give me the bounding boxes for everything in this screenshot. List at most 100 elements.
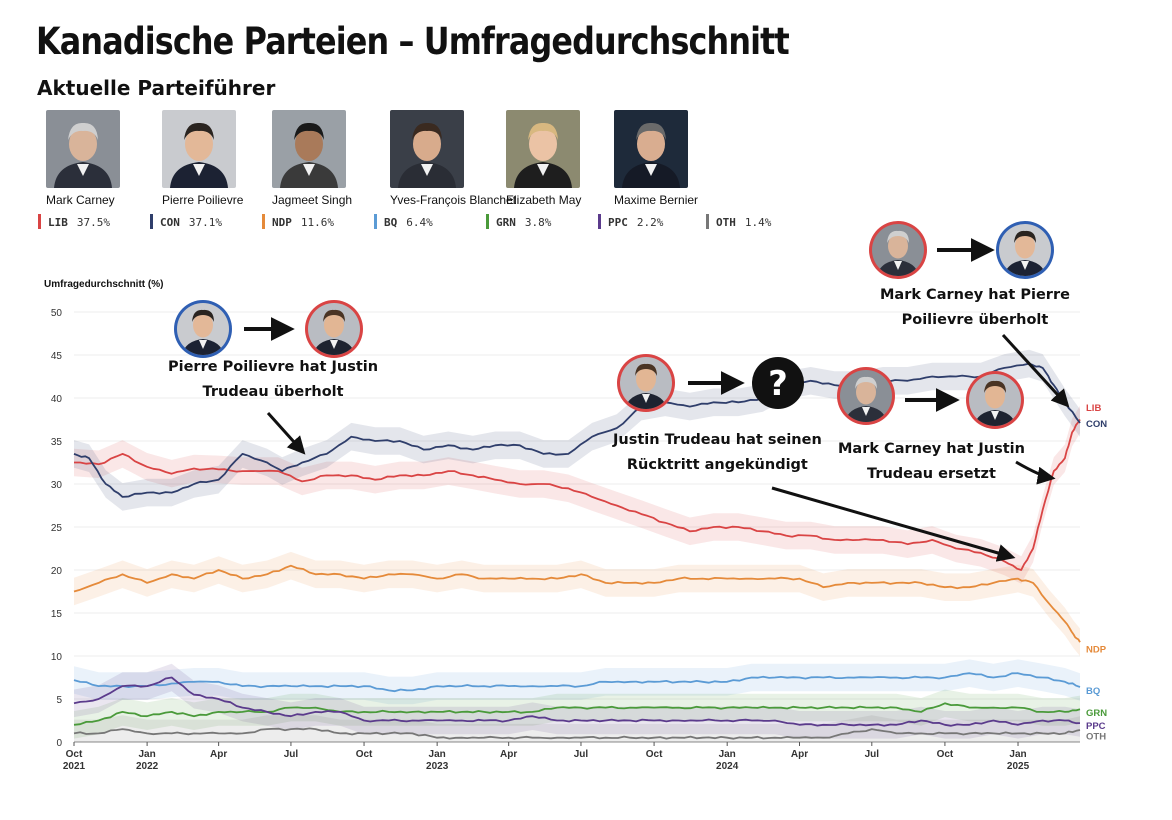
leader-card: Pierre Poilievre: [152, 110, 272, 207]
x-tick-label: Apr: [210, 749, 227, 760]
legend-swatch: [150, 214, 153, 229]
annotation-arrows: [244, 238, 1070, 562]
band-oth: [74, 715, 1080, 742]
arrow-to-lib-con-crossover: [1001, 333, 1070, 408]
leader-photo: [614, 110, 688, 188]
trudeau-portrait: [966, 371, 1024, 429]
x-tick-label: Jul: [865, 749, 880, 760]
legend-item-bq: BQ 6.4%: [374, 214, 433, 229]
band-grn: [74, 689, 1080, 739]
question-mark-text: ?: [768, 364, 788, 404]
x-tick-label: Apr: [500, 749, 517, 760]
y-tick-label: 30: [51, 480, 63, 491]
band-con: [74, 349, 1080, 511]
y-tick-label: 15: [51, 609, 63, 620]
legend-swatch: [38, 214, 41, 229]
legend-code: GRN: [496, 216, 516, 229]
x-tick-year-label: 2021: [63, 761, 86, 772]
legend-swatch: [598, 214, 601, 229]
page-title: Kanadische Parteien – Umfragedurchschnit…: [36, 20, 790, 63]
legend-code: OTH: [716, 216, 736, 229]
end-label-oth: OTH: [1086, 731, 1106, 742]
legend-value: 3.8%: [524, 216, 552, 229]
arrow-to-crossover-2022: [266, 411, 306, 455]
series-line-oth: [73, 727, 1081, 740]
leader-name: Yves-François Blanchet: [390, 193, 517, 207]
x-tick-label: Apr: [791, 749, 808, 760]
leader-name: Pierre Poilievre: [162, 193, 244, 207]
leader-strip: Mark Carney Pierre Poilievre Jagmeet Singh…: [36, 110, 756, 207]
leader-card: Elizabeth May: [496, 110, 616, 207]
x-tick-label: Jan: [1009, 749, 1026, 760]
arrow-to-resignation: [771, 486, 1016, 562]
leader-card: Yves-François Blanchet: [380, 110, 516, 207]
y-tick-label: 45: [51, 351, 63, 362]
x-tick-label: Oct: [356, 749, 373, 760]
legend-item-oth: OTH 1.4%: [706, 214, 771, 229]
y-tick-label: 40: [51, 394, 63, 405]
x-tick-label: Oct: [66, 749, 83, 760]
leader-name: Jagmeet Singh: [272, 193, 353, 207]
end-label-grn: GRN: [1086, 708, 1107, 719]
legend-item-grn: GRN 3.8%: [486, 214, 551, 229]
question-mark-icon: ?: [752, 357, 804, 409]
x-tick-label: Jul: [574, 749, 589, 760]
band-ppc: [74, 663, 1080, 739]
grid: [74, 311, 1080, 743]
leader-photo: [272, 110, 346, 188]
x-tick-year-label: 2025: [1007, 761, 1030, 772]
y-tick-label: 25: [51, 523, 63, 534]
series-line-con: [73, 362, 1081, 498]
leader-card: Jagmeet Singh: [262, 110, 382, 207]
trudeau-portrait: [617, 354, 675, 412]
legend-value: 37.5%: [76, 216, 110, 229]
leader-card: Maxime Bernier: [604, 110, 724, 207]
y-tick-label: 5: [56, 695, 62, 706]
legend-item-ndp: NDP 11.6%: [262, 214, 334, 229]
trudeau-portrait: [305, 300, 363, 358]
carney-portrait: [837, 367, 895, 425]
band-lib: [74, 405, 1080, 584]
annotation-carney-overtakes-poilievre: Mark Carney hat Pierre Poilievre überhol…: [880, 283, 1070, 333]
leader-name: Elizabeth May: [506, 193, 582, 207]
leader-name: Mark Carney: [46, 193, 115, 207]
y-tick-label: 10: [51, 652, 63, 663]
annotation-text: Mark Carney hat Pierre Poilievre überhol…: [880, 287, 1070, 328]
band-bq: [74, 659, 1080, 705]
y-tick-label: 35: [51, 437, 63, 448]
x-tick-label: Jan: [138, 749, 155, 760]
legend-swatch: [374, 214, 377, 229]
y-axis-label: Umfragedurchschnitt (%): [44, 279, 164, 290]
page-subtitle: Aktuelle Parteiführer: [37, 76, 276, 100]
legend-code: LIB: [48, 216, 68, 229]
x-tick-label: Oct: [937, 749, 954, 760]
end-label-con: CON: [1086, 419, 1107, 430]
annotation-poilievre-overtakes-trudeau: Pierre Poilievre hat Justin Trudeau über…: [168, 355, 378, 405]
leader-photo: [390, 110, 464, 188]
end-label-ppc: PPC: [1086, 721, 1106, 732]
annotation-text: Mark Carney hat Justin Trudeau ersetzt: [838, 441, 1025, 482]
leader-photo: [46, 110, 120, 188]
legend-item-lib: LIB 37.5%: [38, 214, 110, 229]
x-tick-year-label: 2022: [136, 761, 159, 772]
x-tick-year-label: 2023: [426, 761, 449, 772]
poilievre-portrait: [174, 300, 232, 358]
leader-name: Maxime Bernier: [614, 193, 699, 207]
series-line-bq: [73, 672, 1081, 693]
series-line-ppc: [73, 676, 1081, 727]
poilievre-portrait: [996, 221, 1054, 279]
leader-photo: [506, 110, 580, 188]
legend-code: CON: [160, 216, 180, 229]
legend-swatch: [262, 214, 265, 229]
end-label-ndp: NDP: [1086, 645, 1107, 656]
y-tick-label: 20: [51, 566, 63, 577]
x-tick-label: Jul: [284, 749, 299, 760]
y-tick-label: 50: [51, 308, 63, 319]
leader-photo: [162, 110, 236, 188]
legend-value: 11.6%: [300, 216, 334, 229]
band-ndp: [74, 551, 1080, 656]
annotation-trudeau-resignation: Justin Trudeau hat seinen Rücktritt ange…: [613, 428, 822, 478]
x-tick-label: Jan: [719, 749, 736, 760]
